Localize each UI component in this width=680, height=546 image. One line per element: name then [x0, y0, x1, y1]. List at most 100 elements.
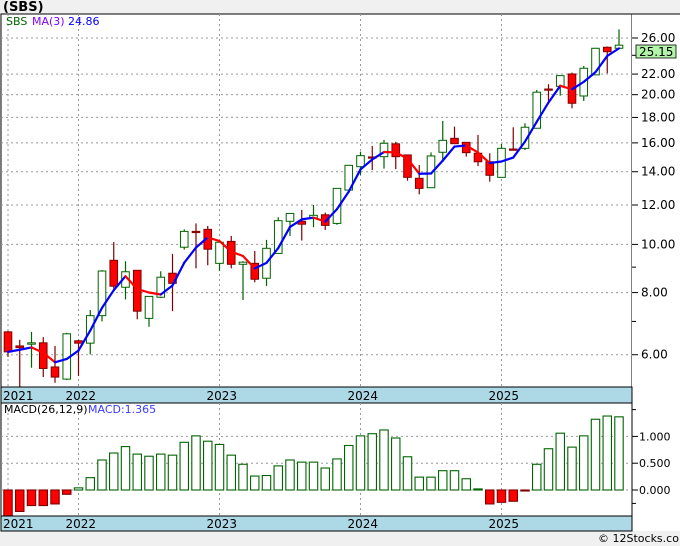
candle-body: [109, 259, 119, 287]
ma-segment: [359, 158, 374, 171]
macd-bar: [367, 433, 377, 491]
ma-segment: [523, 120, 538, 143]
legend-ma-value: 24.86: [68, 15, 100, 28]
candle-body: [544, 88, 553, 91]
candle: [391, 141, 401, 170]
year-label: 2025: [489, 389, 520, 403]
macd-bar: [144, 455, 154, 491]
candle: [238, 261, 248, 301]
macd-bar: [461, 478, 471, 491]
macd-bar: [614, 416, 624, 491]
candle: [602, 46, 612, 74]
legend-symbol: SBS: [6, 15, 27, 28]
ma-segment: [429, 159, 444, 175]
ma-segment: [124, 275, 139, 291]
macd-bar: [473, 488, 483, 491]
candle-body: [356, 155, 365, 168]
candle-body: [238, 261, 248, 265]
ma-segment: [441, 145, 456, 162]
year-label: 2024: [348, 389, 379, 403]
macd-bar: [61, 489, 72, 495]
candle-body: [332, 187, 342, 224]
price-tick-label: 6.00: [641, 348, 668, 362]
ma-segment: [582, 70, 597, 83]
year-label: 2024: [348, 517, 379, 531]
macd-bar: [26, 489, 37, 507]
macd-tick-label: 1.000: [639, 430, 671, 443]
ma-segment: [606, 47, 621, 58]
ma-segment: [230, 250, 245, 258]
macd-bar: [484, 489, 495, 505]
candle-body: [532, 91, 542, 129]
macd-bar: [437, 470, 448, 491]
candle: [27, 331, 36, 368]
candle-body: [144, 295, 154, 319]
ma-segment: [394, 151, 409, 160]
price-tick-label: 8.00: [641, 286, 668, 300]
macd-bar: [191, 435, 201, 491]
macd-bar: [402, 456, 413, 491]
year-label: 2023: [207, 389, 238, 403]
price-panel: [0, 13, 633, 388]
year-label: 2022: [66, 517, 97, 531]
macd-bar: [85, 477, 96, 491]
ma-segment: [312, 216, 327, 223]
macd-bar: [320, 467, 330, 491]
candle-body: [97, 270, 107, 317]
macd-bar: [73, 487, 84, 491]
macd-bar: [520, 489, 530, 492]
year-labels-top: 2021 2022 2023 2024 2025: [3, 389, 519, 403]
candle-body: [74, 340, 83, 344]
macd-tick-label: 0.500: [639, 457, 671, 470]
macd-bar: [590, 418, 601, 491]
chart-title: (SBS): [3, 0, 44, 15]
macd-bars: [3, 415, 624, 517]
year-label: 2023: [207, 517, 238, 531]
macd-bar: [167, 454, 178, 491]
macd-bar: [355, 435, 366, 491]
macd-bar: [285, 459, 295, 491]
candle: [567, 72, 577, 109]
footer-credit: © 12Stocks.com: [598, 532, 680, 545]
macd-bar: [238, 463, 248, 491]
candle: [508, 127, 518, 151]
price-tick-label: 22.00: [641, 67, 675, 81]
candle-body: [50, 366, 60, 378]
ma-segment: [371, 150, 386, 161]
ma-segment: [206, 236, 221, 243]
ma-segment: [136, 288, 151, 294]
macd-bar: [261, 474, 272, 491]
candle: [332, 187, 342, 225]
macd-bar: [343, 444, 354, 491]
ma-segment: [500, 156, 515, 163]
macd-bar: [296, 461, 307, 491]
macd-bar: [156, 453, 166, 491]
year-label: 2022: [66, 389, 97, 403]
price-tick-label: 26.00: [641, 31, 675, 45]
year-labels-bottom: 2021 2022 2023 2024 2025: [3, 517, 519, 531]
candle-body: [250, 262, 260, 280]
candle: [179, 229, 189, 250]
price-grid: 26.00 22.00 20.00 18.00 16.00 14.00 12.00 10.00…: [1, 14, 675, 387]
macd-bar: [449, 470, 460, 491]
candle-body: [555, 75, 565, 87]
macd-bar: [567, 446, 577, 491]
ma-segment: [241, 254, 256, 270]
candle-body: [591, 47, 600, 76]
candle-body: [403, 154, 412, 178]
ma-line: [6, 47, 621, 364]
candle: [109, 242, 119, 289]
macd-bar: [414, 476, 424, 491]
candle: [379, 139, 389, 169]
macd-bar: [531, 463, 542, 491]
ma-segment: [30, 346, 45, 354]
ma-segment: [594, 54, 609, 74]
candle-body: [438, 139, 448, 153]
ma-segment: [147, 291, 162, 296]
ma-segment: [570, 80, 585, 91]
macd-legend-value: MACD:1.365: [88, 403, 156, 416]
macd-bar: [273, 465, 283, 491]
ma-segment: [324, 208, 339, 223]
macd-bar: [50, 489, 60, 505]
ma-segment: [335, 190, 350, 211]
